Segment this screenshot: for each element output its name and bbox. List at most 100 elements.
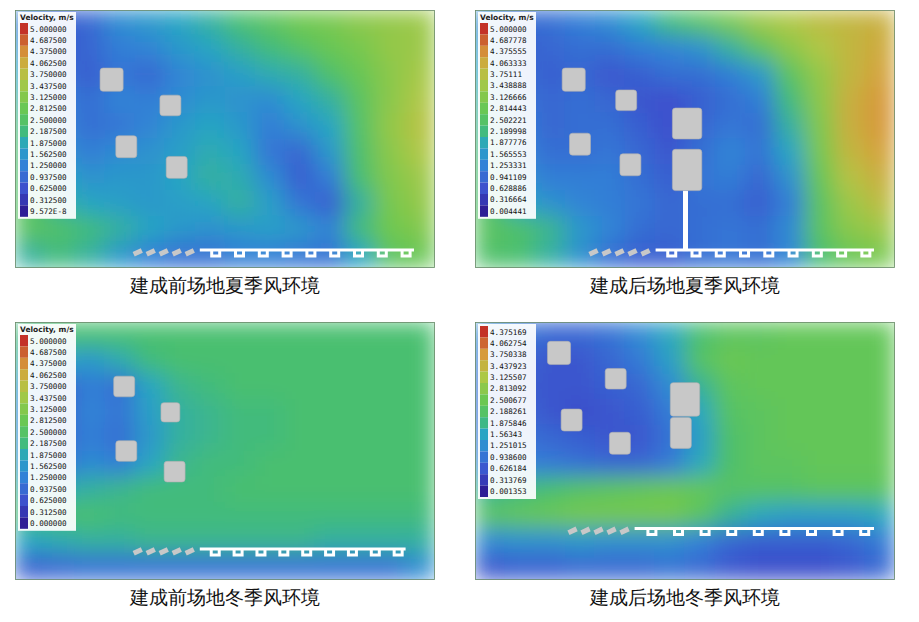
velocity-cell [75,502,106,529]
velocity-cell [745,216,776,243]
velocity-cell [195,373,226,400]
velocity-cell [255,113,286,140]
colorbar-tick-label: 4.375555 [490,47,527,56]
velocity-cell [565,451,596,478]
colorbar-swatch [20,34,28,45]
velocity-cell [195,190,226,217]
velocity-cell [135,10,166,36]
velocity-cell [595,190,626,217]
velocity-cell [285,10,316,36]
velocity-cell [775,373,806,400]
velocity-cell [865,476,896,503]
small-building [146,248,156,256]
colorbar-swatch [480,463,488,474]
colorbar-swatch [20,148,28,159]
velocity-cell [685,451,716,478]
colorbar-tick-label: 1.251015 [490,442,527,451]
velocity-cell [345,451,376,478]
velocity-cell [315,322,346,348]
colorbar: Velocity, m/s5.0000004.6875004.3750004.0… [18,324,76,531]
velocity-cell [45,528,76,555]
velocity-cell [535,476,566,503]
site-outline [200,549,406,555]
colorbar-tick-label: 0.001353 [490,487,527,496]
colorbar-swatch [480,69,488,80]
colorbar-swatch [480,360,488,371]
velocity-cell [805,190,836,217]
velocity-cell [375,87,406,114]
velocity-cell [105,322,136,348]
colorbar-tick-label: 2.500000 [30,116,67,125]
velocity-cell [315,87,346,114]
colorbar-swatch [20,194,28,205]
building [161,403,180,422]
colorbar-swatch [20,358,28,369]
colorbar-swatch [20,103,28,114]
colorbar-swatch [480,406,488,417]
velocity-cell [805,399,836,426]
velocity-cell [45,554,76,580]
colorbar-swatch [480,383,488,394]
building [570,133,591,155]
colorbar-tick-label: 2.187500 [30,439,67,448]
velocity-cell [625,399,656,426]
velocity-cell [625,451,656,478]
velocity-cell [835,451,866,478]
colorbar-swatch [480,429,488,440]
velocity-cell [745,164,776,191]
building [116,136,137,158]
velocity-cell [835,554,866,580]
velocity-cell [345,87,376,114]
building [562,68,585,91]
colorbar-swatch [20,392,28,403]
velocity-cell [345,35,376,62]
velocity-cell [595,216,626,243]
velocity-cell [225,528,256,555]
colorbar-tick-label: 1.562500 [30,150,67,159]
colorbar-tick-label: 3.75111 [490,70,522,79]
velocity-cell [835,35,866,62]
velocity-cell [655,190,686,217]
velocity-cell [805,425,836,452]
velocity-cell [315,425,346,452]
colorbar-swatch [480,171,488,182]
velocity-cell [315,113,346,140]
velocity-cell [535,164,566,191]
velocity-cell [315,35,346,62]
colorbar-title: Velocity, m/s [20,325,74,334]
colorbar-tick-label: 0.625000 [30,496,67,505]
velocity-cell [535,10,566,36]
velocity-cell [255,61,286,88]
velocity-cell [405,164,436,191]
velocity-cell [685,502,716,529]
velocity-cell [105,399,136,426]
velocity-cell [165,425,196,452]
colorbar-title: Velocity, m/s [20,13,74,22]
velocity-cell [405,347,436,374]
site-outline [635,528,874,534]
velocity-cell [805,476,836,503]
velocity-cell [195,347,226,374]
velocity-cell [285,451,316,478]
colorbar: Velocity, m/s5.0000004.6877784.3755554.0… [478,12,536,219]
velocity-cell [835,190,866,217]
velocity-cell [345,373,376,400]
velocity-cell [595,242,626,268]
colorbar-swatch [20,460,28,471]
velocity-cell [775,322,806,348]
colorbar-tick-label: 0.625000 [30,184,67,193]
colorbar-tick-label: 2.813092 [490,385,527,394]
velocity-cell [715,164,746,191]
velocity-cell [625,528,656,555]
velocity-cell [625,10,656,36]
velocity-cell [345,190,376,217]
colorbar-swatch [480,326,488,337]
colorbar-tick-label: 0.941109 [490,173,527,182]
velocity-cell [105,347,136,374]
colorbar-swatch [480,126,488,137]
velocity-cell [715,528,746,555]
velocity-cell [135,35,166,62]
colorbar-tick-label: 3.125507 [490,373,527,382]
velocity-cell [315,190,346,217]
velocity-cell [405,87,436,114]
